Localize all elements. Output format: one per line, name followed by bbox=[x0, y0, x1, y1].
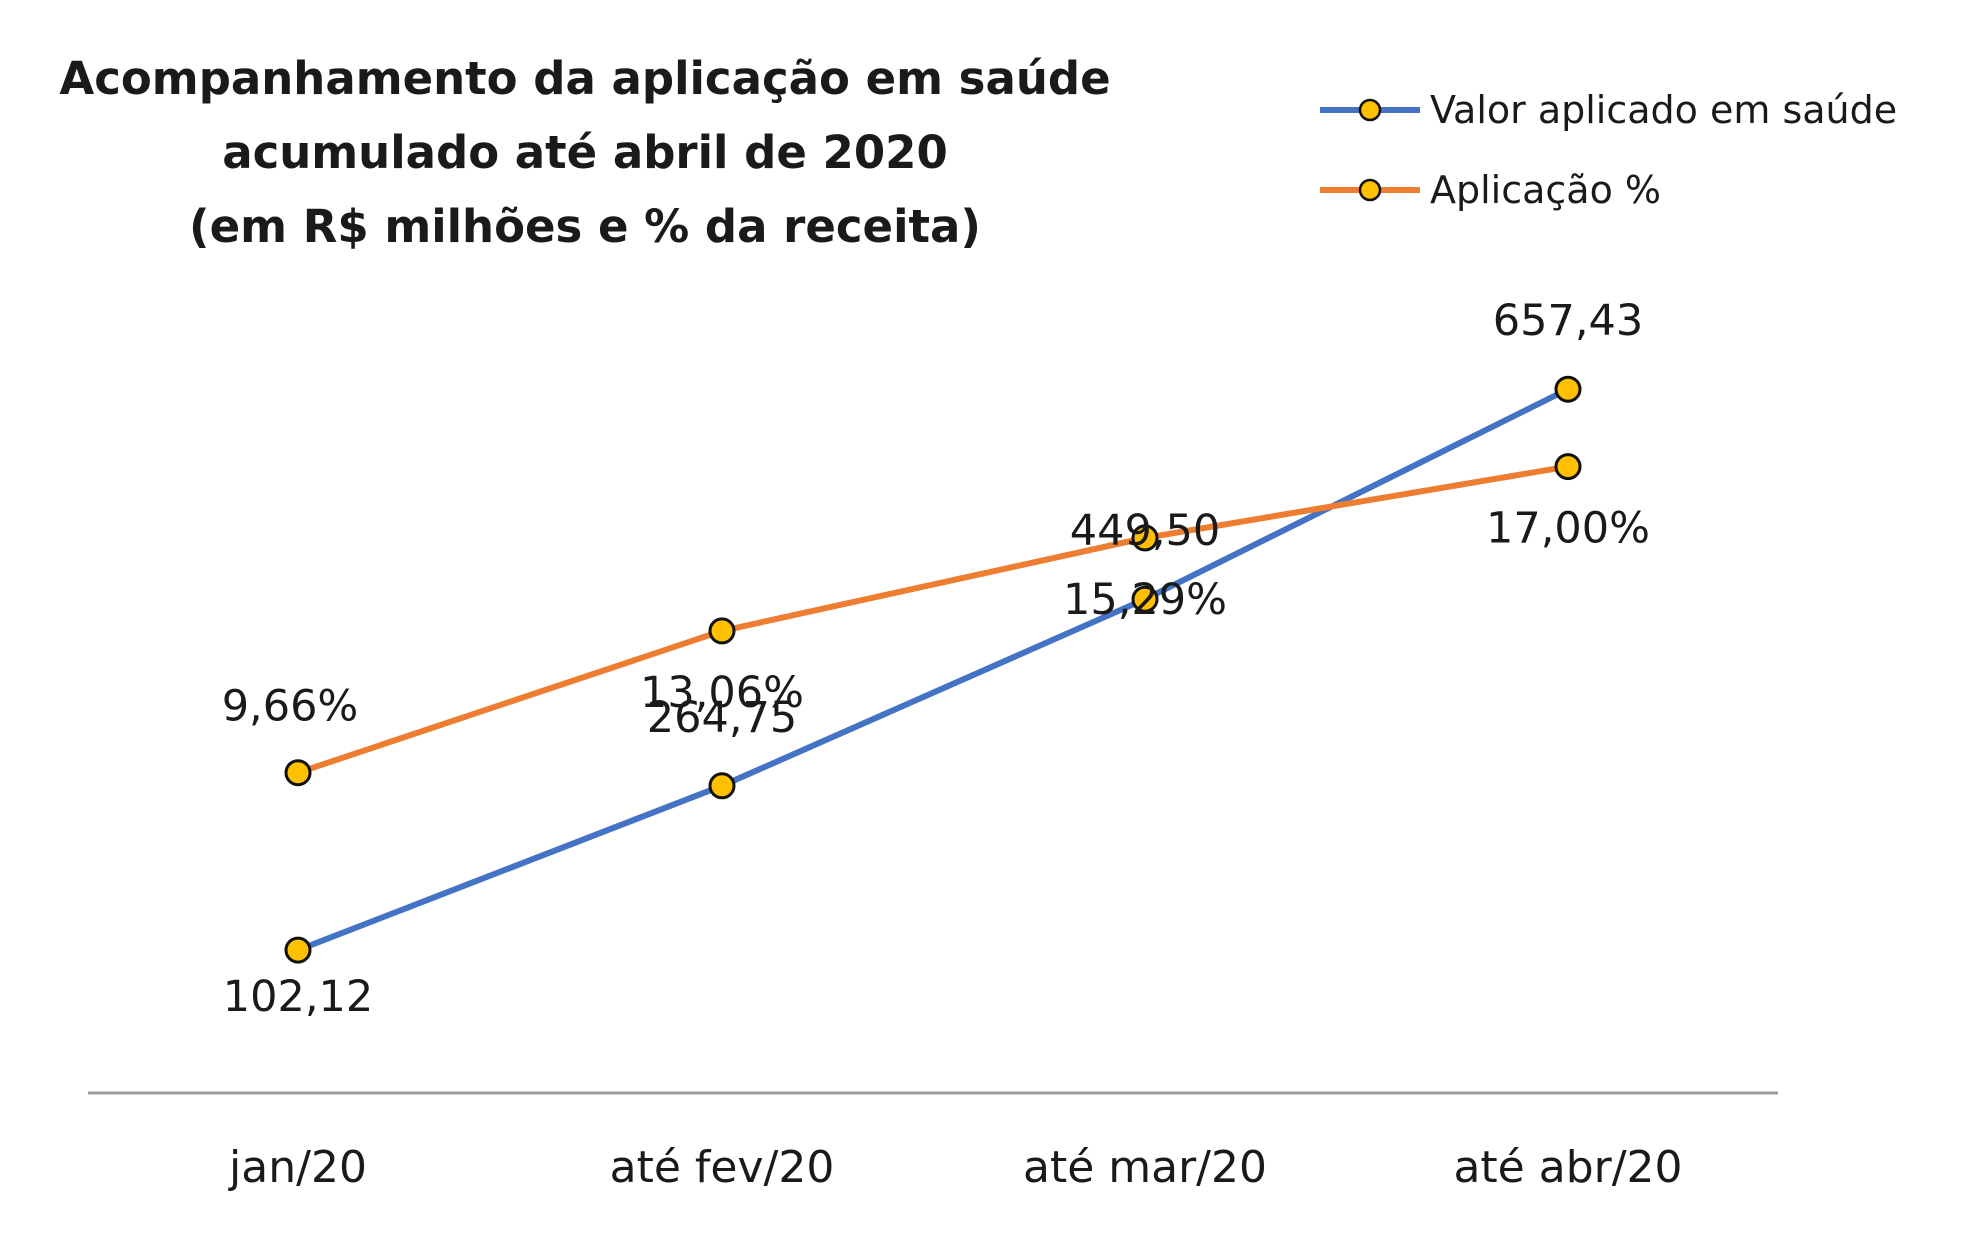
data-label-aplicacao: 15,29% bbox=[1063, 575, 1227, 625]
data-label-valor: 657,43 bbox=[1493, 296, 1643, 346]
data-label-aplicacao: 17,00% bbox=[1486, 504, 1650, 554]
chart-legend: Valor aplicado em saúde Aplicação % bbox=[1316, 70, 1897, 230]
legend-swatch-aplicacao bbox=[1320, 178, 1420, 202]
legend-item-valor: Valor aplicado em saúde bbox=[1316, 70, 1897, 150]
x-tick-label: até abr/20 bbox=[1453, 1142, 1682, 1193]
legend-item-aplicacao: Aplicação % bbox=[1316, 150, 1897, 230]
legend-label-valor: Valor aplicado em saúde bbox=[1430, 88, 1898, 132]
chart-title-line-1: Acompanhamento da aplicação em saúde bbox=[59, 52, 1111, 105]
legend-label-aplicacao: Aplicação % bbox=[1430, 168, 1662, 212]
chart-title-line-2: acumulado até abril de 2020 bbox=[222, 126, 948, 179]
legend-swatch-valor bbox=[1320, 98, 1420, 122]
series-line-valor bbox=[295, 386, 1571, 954]
data-point-valor bbox=[284, 936, 312, 964]
chart-title-line-3: (em R$ milhões e % da receita) bbox=[189, 200, 981, 253]
data-label-aplicacao: 13,06% bbox=[640, 668, 804, 718]
x-tick-label: até fev/20 bbox=[610, 1142, 835, 1193]
data-point-aplicacao bbox=[708, 617, 736, 645]
series-line-aplicacao bbox=[295, 463, 1571, 776]
data-point-valor bbox=[1131, 585, 1159, 613]
data-point-aplicacao bbox=[1554, 453, 1582, 481]
data-point-aplicacao bbox=[284, 759, 312, 787]
data-point-valor bbox=[708, 772, 736, 800]
data-label-valor: 264,75 bbox=[647, 693, 797, 743]
data-label-valor: 102,12 bbox=[223, 972, 373, 1022]
data-label-aplicacao: 9,66% bbox=[222, 682, 359, 732]
data-label-valor: 449,50 bbox=[1070, 506, 1220, 556]
chart-title: Acompanhamento da aplicação em saúde acu… bbox=[40, 42, 1130, 264]
x-tick-label: jan/20 bbox=[228, 1142, 367, 1193]
data-point-aplicacao bbox=[1131, 524, 1159, 552]
x-tick-label: até mar/20 bbox=[1023, 1142, 1267, 1193]
data-point-valor bbox=[1554, 375, 1582, 403]
